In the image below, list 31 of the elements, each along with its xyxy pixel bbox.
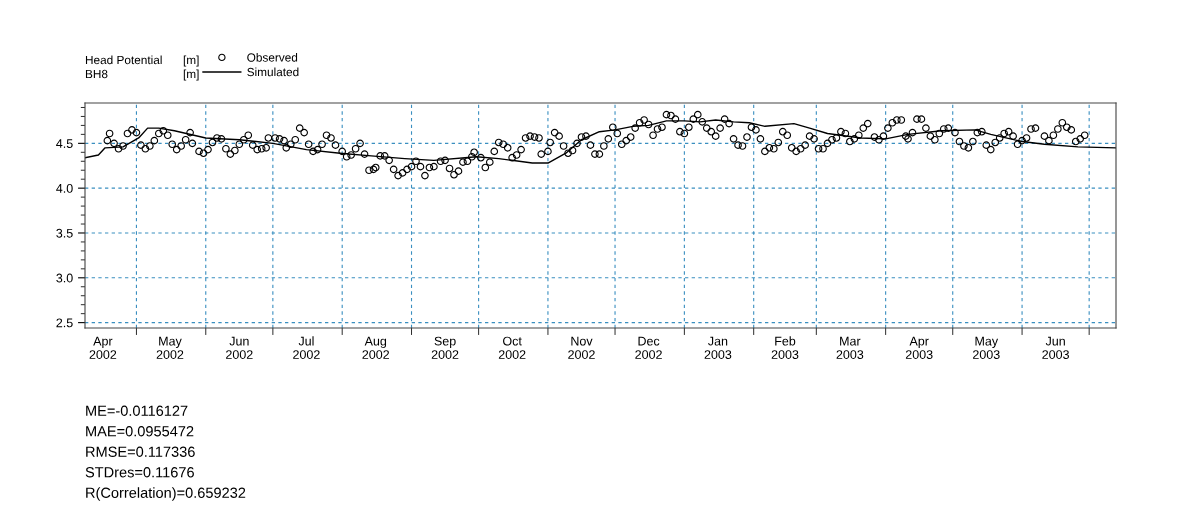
x-tick-label: May 2003 (973, 336, 1000, 359)
x-tick-label: Apr 2003 (905, 336, 933, 359)
chart-title: Head Potential (85, 55, 162, 65)
x-tick-label: Mar 2003 (836, 336, 864, 359)
x-tick-label: Dec 2002 (635, 336, 662, 359)
text: RMSE=0.117336 (86, 446, 195, 457)
x-tick-label: Jun 2002 (226, 336, 253, 359)
x-tick-label: Apr 2002 (89, 336, 117, 359)
y-tick-label: 2.5 (56, 318, 73, 328)
y-tick-label: 4.5 (56, 139, 73, 148)
text: R(Correlation)=0.659232 (86, 487, 246, 501)
x-tick-label: Nov 2002 (568, 336, 595, 359)
x-tick-label: Oct 2002 (498, 336, 526, 359)
legend-label: Observed (247, 53, 298, 62)
x-tick-label: Jul 2002 (293, 336, 320, 359)
y-tick-label: 3.5 (56, 228, 73, 238)
x-tick-label: Sep 2002 (431, 336, 459, 359)
x-tick-label: Aug 2002 (362, 336, 390, 359)
text: [m] (183, 55, 199, 67)
text: [m] (183, 69, 199, 81)
y-tick-label: 3.0 (56, 273, 73, 283)
chart-subtitle: BH8 (85, 69, 108, 79)
x-tick-label: May 2002 (156, 336, 184, 359)
x-tick-label: Jun 2003 (1042, 336, 1069, 359)
text: STDres=0.11676 (85, 467, 194, 478)
x-tick-label: Feb 2003 (771, 336, 799, 359)
legend-label: Simulated (247, 67, 299, 77)
text: ME=-0.0116127 (86, 405, 188, 416)
x-tick-label: Jan 2003 (704, 336, 732, 359)
text: MAE=0.0955472 (86, 426, 194, 437)
y-tick-label: 4.0 (56, 183, 73, 193)
